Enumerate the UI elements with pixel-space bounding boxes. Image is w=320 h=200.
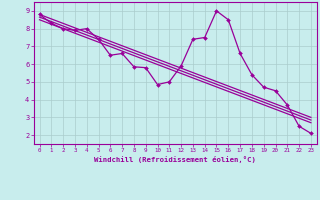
X-axis label: Windchill (Refroidissement éolien,°C): Windchill (Refroidissement éolien,°C) bbox=[94, 156, 256, 163]
